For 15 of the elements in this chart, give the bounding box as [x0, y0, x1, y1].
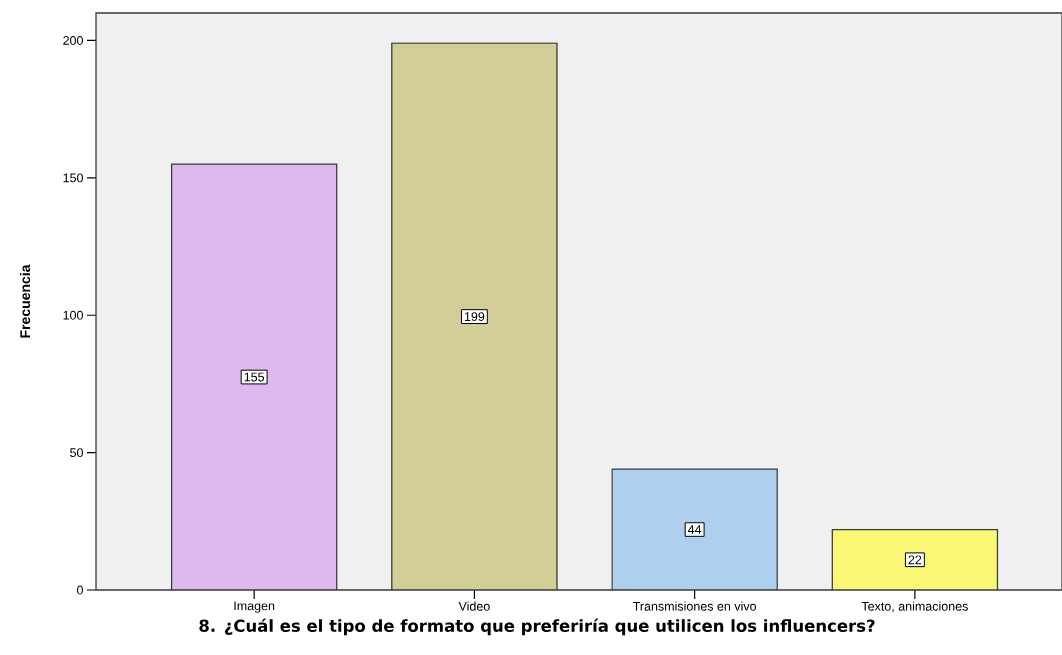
x-tick-label: Texto, animaciones	[861, 601, 968, 613]
y-tick-label: 200	[63, 36, 83, 45]
y-tick-label: 50	[70, 448, 83, 458]
data-label: 155	[244, 372, 265, 382]
data-label: 199	[464, 312, 485, 322]
x-tick-label: Video	[458, 601, 490, 611]
y-tick-label: 100	[63, 310, 83, 320]
data-label: 22	[908, 555, 922, 565]
x-tick-label: Imagen	[234, 601, 275, 613]
y-tick-label: 150	[63, 173, 83, 183]
x-tick-label: Transmisiones en vivo	[632, 601, 757, 611]
x-axis-title: 8. ¿Cuál es el tipo de formato que preferiría que utilicen los influencers?	[199, 618, 875, 636]
data-label: 44	[687, 525, 702, 534]
y-axis-title: Frecuencia	[19, 264, 31, 338]
y-tick-label: 0	[77, 585, 83, 595]
